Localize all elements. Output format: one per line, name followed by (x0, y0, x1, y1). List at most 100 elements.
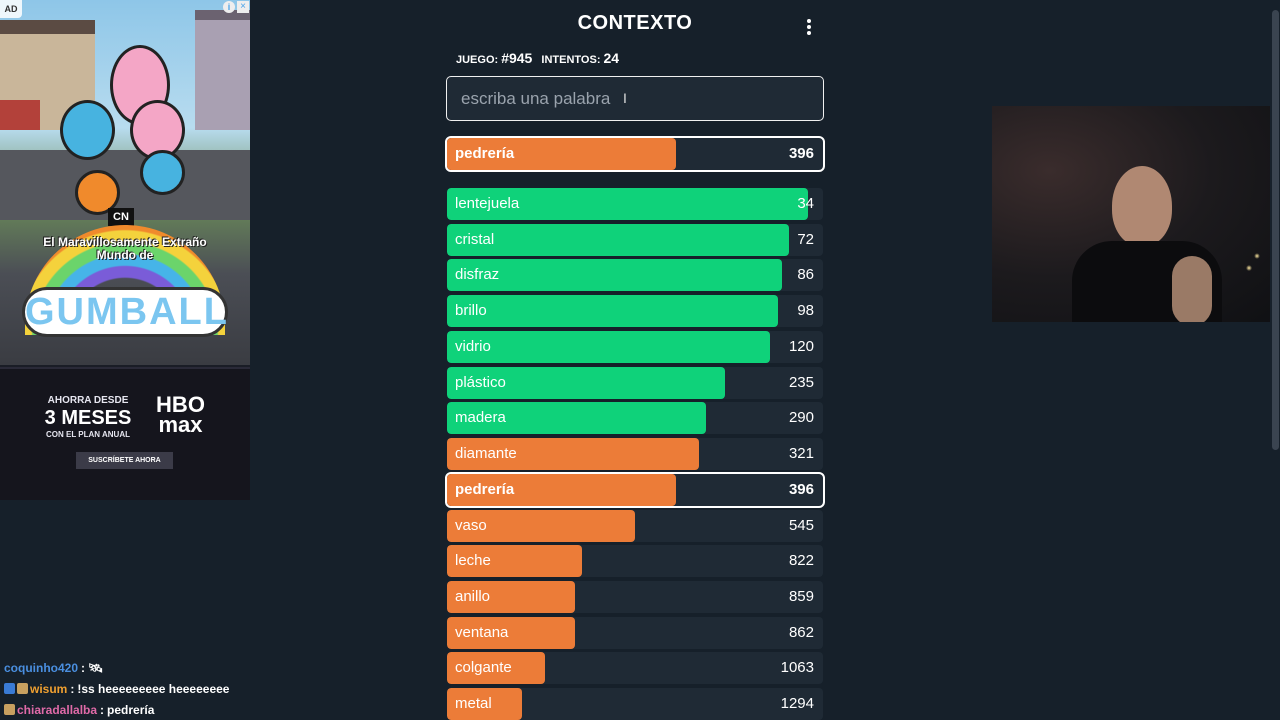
guess-word: metal (455, 695, 492, 712)
guess-word: ventana (455, 624, 509, 641)
guess-rank: 34 (797, 195, 814, 212)
guess-rank: 545 (788, 517, 814, 534)
guess-rank: 862 (788, 624, 814, 641)
guess-row[interactable]: lentejuela 34 (447, 188, 823, 220)
last-guess-row[interactable]: pedrería 396 (445, 136, 825, 172)
guess-word: madera (455, 409, 506, 426)
guess-bar (447, 224, 790, 256)
game-info: JUEGO: #945 INTENTOS: 24 (456, 50, 625, 66)
streamer-arm (1172, 256, 1212, 322)
guess-bar (447, 545, 583, 577)
guess-rank: 98 (797, 302, 814, 319)
ad-banner[interactable]: CN El Maravillosamente Extraño Mundo de … (0, 0, 250, 500)
streamer-head (1112, 166, 1172, 246)
guess-rank: 321 (788, 445, 814, 462)
guess-word: vaso (455, 517, 487, 534)
guess-rank: 1294 (780, 695, 814, 712)
ad-promo-line-3: CON EL PLAN ANUAL (46, 430, 130, 439)
guess-row[interactable]: colgante 1063 (447, 652, 823, 684)
ad-close-icon[interactable]: × (237, 1, 249, 13)
guess-bar (447, 188, 808, 220)
guess-word: anillo (455, 588, 491, 605)
guess-row[interactable]: diamante 321 (447, 438, 823, 470)
guess-bar (447, 259, 782, 291)
ad-character-blue-2 (140, 150, 185, 195)
ad-info-icon[interactable]: i (223, 1, 235, 13)
ad-promo-line-1: AHORRA DESDE (47, 395, 129, 406)
last-guess-word: pedrería (455, 145, 515, 162)
guess-word: diamante (455, 445, 517, 462)
ad-stairs-illustration (0, 100, 40, 130)
ad-show-logo: GUMBALL (22, 287, 228, 337)
guess-bar (447, 510, 635, 542)
chat-separator: : (81, 661, 86, 675)
kebab-menu-icon[interactable] (801, 16, 817, 38)
last-guess-bar (447, 138, 677, 170)
guess-rank: 290 (788, 409, 814, 426)
guess-bar (447, 331, 771, 363)
page-title: CONTEXTO (577, 12, 693, 34)
guess-bar (447, 474, 677, 506)
guess-rank: 235 (788, 374, 814, 391)
guess-rank: 86 (797, 266, 814, 283)
guess-row[interactable]: pedrería 396 (445, 472, 825, 508)
guess-word: leche (455, 552, 491, 569)
chat-username[interactable]: wisum (30, 682, 68, 696)
chat-message: chiaradallalba: pedrería (4, 700, 304, 720)
ad-house-illustration-2 (195, 10, 250, 130)
guess-bar (447, 367, 726, 399)
guess-row[interactable]: cristal 72 (447, 224, 823, 256)
chat-text: 🛰 (88, 661, 104, 675)
guess-row[interactable]: disfraz 86 (447, 259, 823, 291)
guess-row[interactable]: anillo 859 (447, 581, 823, 613)
guess-row[interactable]: vidrio 120 (447, 331, 823, 363)
guess-bar (447, 295, 778, 327)
guess-word: lentejuela (455, 195, 520, 212)
ad-subscribe-button[interactable]: SUSCRÍBETE AHORA (76, 452, 173, 469)
attempts-count: 24 (603, 50, 620, 66)
scrollbar-thumb[interactable] (1272, 10, 1279, 450)
chat-text: pedrería (107, 703, 155, 717)
game-number-label: JUEGO: (456, 54, 499, 66)
last-guess-rank: 396 (788, 145, 814, 162)
guess-rank: 1063 (780, 659, 814, 676)
chat-badge-icon (4, 704, 15, 715)
guess-row[interactable]: vaso 545 (447, 510, 823, 542)
chat-message: wisum: !ss heeeeeeeee heeeeeeee (4, 679, 304, 700)
chat-username[interactable]: coquinho420 (4, 661, 79, 675)
guess-word: plástico (455, 374, 506, 391)
guess-word: pedrería (455, 481, 515, 498)
word-input[interactable] (446, 76, 824, 121)
guess-rank: 859 (788, 588, 814, 605)
ad-character-orange (75, 170, 120, 215)
guess-row[interactable]: plástico 235 (447, 367, 823, 399)
cartoon-network-logo: CN (108, 208, 134, 226)
guess-row[interactable]: ventana 862 (447, 617, 823, 649)
guess-row[interactable]: leche 822 (447, 545, 823, 577)
guess-rank: 822 (788, 552, 814, 569)
guess-bar (447, 617, 575, 649)
guess-row[interactable]: brillo 98 (447, 295, 823, 327)
chat-message: coquinho420: 🛰 (4, 658, 304, 679)
guess-bar (447, 688, 523, 720)
guess-bar (447, 652, 545, 684)
guess-bar (447, 438, 699, 470)
guess-row[interactable]: madera 290 (447, 402, 823, 434)
guess-word: brillo (455, 302, 487, 319)
guess-bar (447, 581, 575, 613)
guess-word: cristal (455, 231, 495, 248)
ad-show-subtitle: El Maravillosamente Extraño Mundo de (43, 235, 207, 262)
guess-word: colgante (455, 659, 512, 676)
ad-badge: AD (0, 0, 22, 18)
chat-separator: : (70, 682, 75, 696)
guess-row[interactable]: metal 1294 (447, 688, 823, 720)
text-cursor-icon: I (623, 90, 627, 106)
guess-word: vidrio (455, 338, 491, 355)
chat-username[interactable]: chiaradallalba (17, 703, 98, 717)
attempts-label: INTENTOS: (541, 54, 601, 66)
guess-rank: 72 (797, 231, 814, 248)
ad-promo-line-2: 3 MESES (44, 407, 132, 429)
ad-character-blue (60, 100, 115, 160)
chat-separator: : (100, 703, 105, 717)
game-number: #945 (501, 50, 533, 66)
